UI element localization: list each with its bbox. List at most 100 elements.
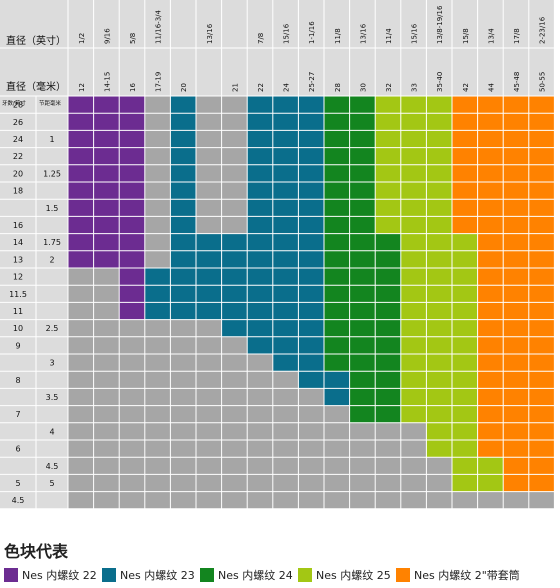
data-cell [196, 422, 222, 440]
data-cell [349, 233, 376, 251]
data-cell [272, 336, 299, 354]
data-cell [477, 319, 504, 337]
data-cell [324, 336, 350, 354]
data-cell [528, 216, 555, 234]
data-cell [503, 474, 529, 492]
data-cell [170, 319, 196, 337]
column-label-mm: 21 [231, 83, 239, 92]
data-cell [196, 113, 222, 131]
data-cell [221, 216, 248, 234]
data-cell [426, 233, 452, 251]
data-cell [298, 336, 324, 354]
data-cell [119, 164, 145, 182]
data-cell [477, 371, 504, 389]
data-cell [298, 319, 324, 337]
data-cell [477, 199, 504, 217]
data-cell [93, 268, 120, 286]
row-label-tpi: 4.5 [12, 496, 25, 505]
data-cell [68, 268, 94, 286]
data-cell [400, 491, 427, 509]
data-cell [144, 199, 171, 217]
legend-title: 色块代表 [4, 542, 69, 561]
data-cell [247, 422, 273, 440]
data-cell [221, 199, 248, 217]
data-cell [503, 285, 529, 303]
data-cell [477, 250, 504, 268]
data-cell [528, 302, 555, 320]
data-cell [375, 354, 401, 372]
data-cell [144, 422, 171, 440]
data-cell [144, 182, 171, 200]
data-cell [196, 130, 222, 148]
data-cell [93, 354, 120, 372]
data-cell [400, 216, 427, 234]
data-cell [349, 199, 376, 217]
data-cell [144, 491, 171, 509]
legend-swatch [4, 568, 18, 582]
data-cell [170, 182, 196, 200]
data-cell [272, 147, 299, 165]
row-label-pitch: 1 [49, 135, 54, 144]
data-cell [375, 491, 401, 509]
column-label-inch: 11/16-3/4 [155, 9, 163, 44]
data-cell [298, 405, 324, 423]
data-cell [272, 474, 299, 492]
column-label-mm: 20 [180, 83, 188, 92]
data-cell [196, 268, 222, 286]
data-cell [400, 233, 427, 251]
data-cell [144, 336, 171, 354]
data-cell [452, 113, 478, 131]
data-cell [247, 216, 273, 234]
data-cell [68, 285, 94, 303]
data-cell [170, 371, 196, 389]
data-cell [93, 96, 120, 114]
data-cell [68, 422, 94, 440]
data-cell [272, 354, 299, 372]
data-cell [247, 302, 273, 320]
data-cell [324, 285, 350, 303]
row-label-tpi: 20 [13, 169, 23, 178]
data-cell [400, 199, 427, 217]
data-cell [400, 182, 427, 200]
data-cell [298, 164, 324, 182]
legend-label: Nes 内螺纹 22 [22, 569, 97, 582]
data-cell [272, 491, 299, 509]
data-cell [68, 440, 94, 458]
data-cell [324, 130, 350, 148]
data-cell [272, 440, 299, 458]
data-cell [247, 405, 273, 423]
data-cell [349, 302, 376, 320]
data-cell [170, 457, 196, 475]
data-cell [349, 371, 376, 389]
thread-chart: 直径（英寸）直径（毫米）牙数/英寸 节距毫米1/2129/1614-155/816… [0, 0, 555, 510]
data-cell [247, 233, 273, 251]
data-cell [349, 491, 376, 509]
data-cell [68, 336, 94, 354]
data-cell [528, 422, 555, 440]
data-cell [349, 440, 376, 458]
data-cell [324, 354, 350, 372]
data-cell [93, 457, 120, 475]
data-cell [528, 199, 555, 217]
data-cell [324, 474, 350, 492]
data-cell [119, 233, 145, 251]
data-cell [375, 96, 401, 114]
data-cell [144, 130, 171, 148]
column-label-mm: 22 [257, 83, 265, 92]
data-cell [503, 216, 529, 234]
data-cell [68, 354, 94, 372]
data-cell [426, 182, 452, 200]
data-cell [272, 199, 299, 217]
data-cell [528, 268, 555, 286]
data-cell [272, 422, 299, 440]
data-cell [452, 336, 478, 354]
column-label-inch: 13/16 [206, 23, 214, 44]
data-cell [144, 405, 171, 423]
data-cell [221, 182, 248, 200]
data-cell [426, 491, 452, 509]
column-label-mm: 50-55 [539, 72, 547, 92]
data-cell [375, 268, 401, 286]
row-label-tpi: 5 [15, 479, 20, 488]
data-cell [170, 268, 196, 286]
data-cell [426, 457, 452, 475]
